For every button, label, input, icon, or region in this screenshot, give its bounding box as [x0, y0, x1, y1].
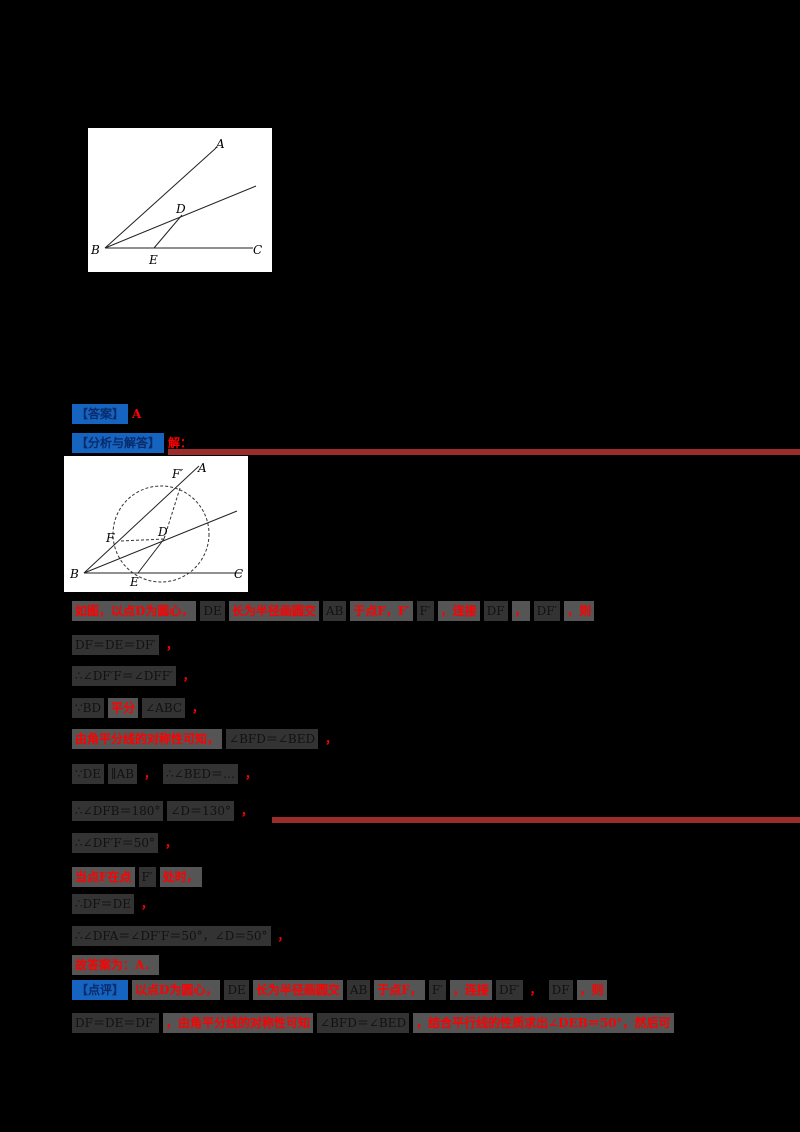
solution-line: ∵DE ∥AB ， ∴∠BED＝… ，: [72, 763, 260, 785]
text-segment: 于点F，: [374, 980, 425, 1000]
text-segment: AB: [322, 601, 347, 621]
text-segment: ∴∠DF′F＝∠DFF′: [72, 666, 176, 686]
text-segment: ，连接: [437, 601, 480, 621]
solution-line: 由角平分线的对称性可知， ∠BFD＝∠BED ，: [72, 728, 340, 750]
svg-text:E: E: [148, 253, 158, 267]
text-segment: ∠D＝130°: [167, 801, 234, 821]
solution-line: ∴∠DFA＝∠DF′F＝50°，∠D＝50° ，: [72, 925, 293, 947]
text-segment: 以点D为圆心，: [132, 980, 221, 1000]
answer-value: A: [132, 407, 142, 421]
text-segment: ，: [325, 732, 338, 746]
text-segment: ∥AB: [108, 764, 138, 784]
text-segment: F′: [138, 867, 156, 887]
solution-line: ∵BD 平分 ∠ABC ，: [72, 697, 207, 719]
text-segment: ∴∠BED＝…: [163, 764, 238, 784]
text-segment: DE: [224, 980, 249, 1000]
text-segment: DF′: [495, 980, 523, 1000]
text-segment: ，连接: [449, 980, 492, 1000]
text-segment: ，: [144, 767, 157, 781]
svg-text:C: C: [234, 567, 243, 581]
svg-text:B: B: [69, 567, 79, 581]
text-segment: ∠ABC: [142, 698, 186, 718]
text-segment: DF＝DE＝DF′: [72, 1013, 160, 1033]
text-segment: ，: [164, 836, 177, 850]
text-segment: ∠BFD＝∠BED: [226, 729, 319, 749]
circle-diagram-2: A B C D E F F′: [69, 461, 243, 589]
text-segment: ∴∠DFB＝180°: [72, 801, 164, 821]
answer-line: 【答案】 A: [72, 403, 141, 425]
text-segment: F′: [416, 601, 434, 621]
text-segment: ，: [192, 701, 205, 715]
svg-text:D: D: [175, 202, 186, 216]
text-segment: F′: [428, 980, 446, 1000]
analysis-line: 【分析与解答】 解：: [72, 432, 192, 454]
text-segment: DF′: [533, 601, 561, 621]
text-segment: 处时，: [159, 867, 202, 887]
review-line-2: DF＝DE＝DF′ ，由角平分线的对称性可知 ∠BFD＝∠BED ，结合平行线的性质求…: [72, 1012, 674, 1034]
svg-text:C: C: [253, 243, 262, 257]
text-segment: ，则: [564, 601, 595, 621]
svg-text:F′: F′: [171, 467, 183, 481]
text-segment: DF: [548, 980, 573, 1000]
answer-label: 【答案】: [72, 404, 129, 424]
text-segment: ，: [182, 669, 195, 683]
solution-line: ∴∠DF′F＝50° ，: [72, 832, 180, 854]
text-segment: ，: [240, 804, 253, 818]
text-segment: ，: [140, 897, 153, 911]
text-segment: ∴∠DFA＝∠DF′F＝50°，∠D＝50°: [72, 926, 271, 946]
text-segment: 当点F在点: [72, 867, 135, 887]
svg-text:A: A: [197, 461, 207, 475]
text-segment: ∴∠DF′F＝50°: [72, 833, 158, 853]
solution-line: ∴DF＝DE ，: [72, 893, 156, 915]
text-segment: ，则: [576, 980, 607, 1000]
text-segment: 长为半径画圆交: [228, 601, 319, 621]
text-segment: DF＝DE＝DF′: [72, 635, 160, 655]
text-segment: ，由角平分线的对称性可知: [163, 1013, 314, 1033]
solution-line: ∴∠DF′F＝∠DFF′ ，: [72, 665, 198, 687]
review-line-1: 【点评】 以点D为圆心， DE 长为半径画圆交 AB 于点F， F′ ，连接 DF′ ， DF ，则: [72, 979, 607, 1001]
divider-rule-2: [272, 817, 800, 823]
text-segment: 于点F，F′: [350, 601, 413, 621]
text-segment: ，: [244, 767, 257, 781]
analysis-label: 【分析与解答】: [72, 433, 165, 453]
svg-text:E: E: [129, 575, 139, 589]
analysis-value: 解：: [168, 436, 193, 450]
text-segment: ∵DE: [72, 764, 105, 784]
divider-rule-1: [168, 449, 800, 455]
review-label: 【点评】: [72, 980, 129, 1000]
solution-line: ∴∠DFB＝180° ∠D＝130° ，: [72, 800, 256, 822]
text-segment: ∴DF＝DE: [72, 894, 134, 914]
text-segment: ，: [511, 601, 530, 621]
solution-line: 故答案为：A．: [72, 954, 160, 976]
svg-text:A: A: [215, 137, 225, 151]
figure-2: A B C D E F F′: [64, 456, 248, 592]
text-segment: ，: [166, 638, 179, 652]
svg-text:D: D: [157, 525, 168, 539]
text-segment: 故答案为：A．: [72, 955, 160, 975]
svg-text:F: F: [105, 531, 115, 545]
text-segment: ，: [529, 983, 542, 997]
text-segment: ，: [277, 929, 290, 943]
text-segment: ∵BD: [72, 698, 105, 718]
text-segment: AB: [346, 980, 371, 1000]
figure-1: A B C D E: [88, 128, 272, 272]
text-segment: ∠BFD＝∠BED: [317, 1013, 410, 1033]
text-segment: 长为半径画圆交: [252, 980, 343, 1000]
text-segment: ，结合平行线的性质求出∠DEB＝50°，然后可: [413, 1013, 674, 1033]
angle-diagram-1: A B C D E: [90, 137, 262, 267]
text-segment: DE: [200, 601, 225, 621]
text-segment: 平分: [108, 698, 139, 718]
solution-line: DF＝DE＝DF′ ，: [72, 634, 181, 656]
text-segment: DF: [483, 601, 508, 621]
text-segment: 由角平分线的对称性可知，: [72, 729, 223, 749]
svg-text:B: B: [90, 243, 100, 257]
solution-line: 当点F在点 F′ 处时，: [72, 866, 202, 888]
solution-line: 如图，以点D为圆心， DE 长为半径画圆交 AB 于点F，F′ F′ ，连接 DF， DF′ ，则: [72, 600, 595, 622]
text-segment: 如图，以点D为圆心，: [72, 601, 197, 621]
